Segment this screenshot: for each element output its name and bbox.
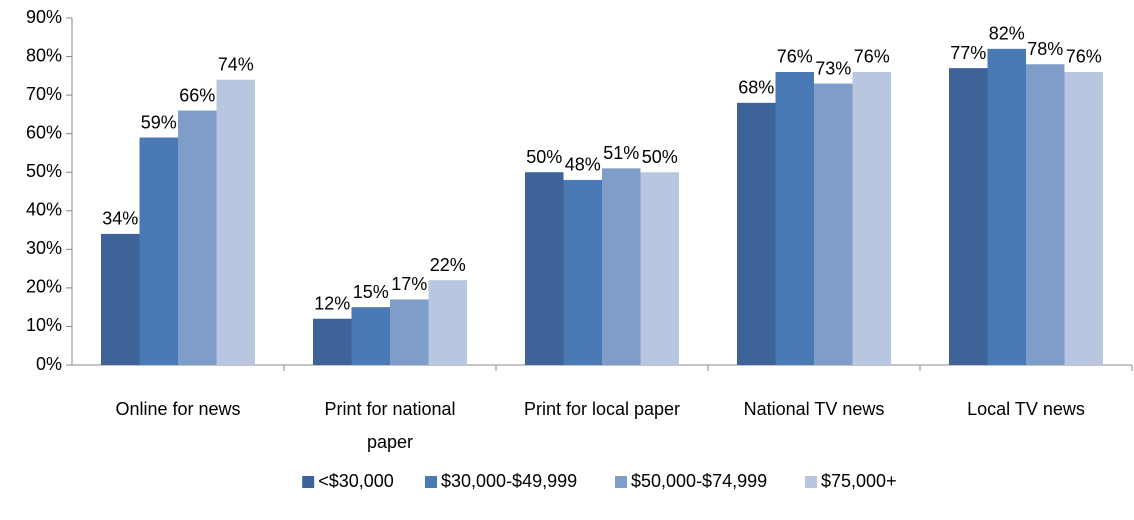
bar	[1064, 71, 1103, 365]
x-tick-label: Local TV news	[967, 399, 1085, 419]
value-label: 51%	[603, 143, 639, 163]
value-label: 22%	[430, 255, 466, 275]
bar	[313, 318, 352, 365]
value-label: 76%	[854, 47, 890, 67]
legend-label: $75,000+	[821, 471, 897, 491]
x-tick-label-box: Print for national paper	[324, 399, 456, 452]
value-label: 78%	[1027, 39, 1063, 59]
value-label: 66%	[179, 85, 215, 105]
bar	[563, 179, 602, 365]
y-tick-label: 90%	[26, 7, 62, 27]
value-label: 48%	[565, 155, 601, 175]
bar	[390, 299, 429, 365]
legend-label: $50,000-$74,999	[631, 471, 767, 491]
legend-swatch	[425, 476, 437, 488]
bar	[139, 137, 178, 365]
value-label: 34%	[102, 209, 138, 229]
bar	[737, 102, 776, 366]
x-tick-label: Print for national paper	[324, 399, 456, 452]
y-tick-label: 0%	[36, 354, 62, 374]
value-label: 50%	[526, 147, 562, 167]
bar	[1026, 64, 1065, 366]
y-tick-label: 10%	[26, 315, 62, 335]
value-label: 76%	[1066, 47, 1102, 67]
bar	[525, 172, 564, 365]
value-label: 76%	[777, 47, 813, 67]
bar	[987, 48, 1026, 365]
value-label: 82%	[989, 24, 1025, 44]
bar	[216, 79, 255, 365]
legend-label: <$30,000	[318, 471, 394, 491]
value-label: 68%	[738, 78, 774, 98]
value-label: 50%	[642, 147, 678, 167]
bar	[814, 83, 853, 366]
bar	[428, 280, 467, 365]
legend-swatch	[615, 476, 627, 488]
legend-swatch	[302, 476, 315, 488]
bar	[178, 110, 217, 366]
bar	[852, 71, 891, 365]
x-tick-label-box: Online for news	[115, 399, 241, 419]
x-tick-label: Online for news	[115, 399, 241, 419]
y-tick-label: 60%	[26, 122, 62, 142]
value-label: 73%	[815, 58, 851, 78]
y-tick-label: 50%	[26, 161, 62, 181]
value-label: 12%	[314, 293, 350, 313]
x-tick-label-box: Print for local paper	[523, 399, 681, 419]
legend-swatch	[805, 476, 817, 488]
value-label: 15%	[353, 282, 389, 302]
bar	[602, 168, 641, 365]
y-tick-label: 40%	[26, 200, 62, 220]
value-label: 59%	[141, 112, 177, 132]
y-tick-label: 80%	[26, 45, 62, 65]
bar	[949, 68, 988, 365]
value-label: 77%	[950, 43, 986, 63]
y-tick-label: 70%	[26, 84, 62, 104]
value-label: 17%	[391, 274, 427, 294]
bar	[640, 172, 679, 365]
bar	[101, 233, 140, 365]
y-tick-label: 30%	[26, 238, 62, 258]
x-tick-label: National TV news	[743, 399, 885, 419]
x-tick-label: Print for local paper	[523, 399, 681, 419]
x-tick-label-box: National TV news	[743, 399, 885, 419]
y-tick-label: 20%	[26, 277, 62, 297]
value-label: 74%	[218, 54, 254, 74]
bar	[775, 71, 814, 365]
bar	[351, 307, 390, 365]
x-tick-label-box: Local TV news	[967, 399, 1085, 419]
legend-label: $30,000-$49,999	[441, 471, 577, 491]
